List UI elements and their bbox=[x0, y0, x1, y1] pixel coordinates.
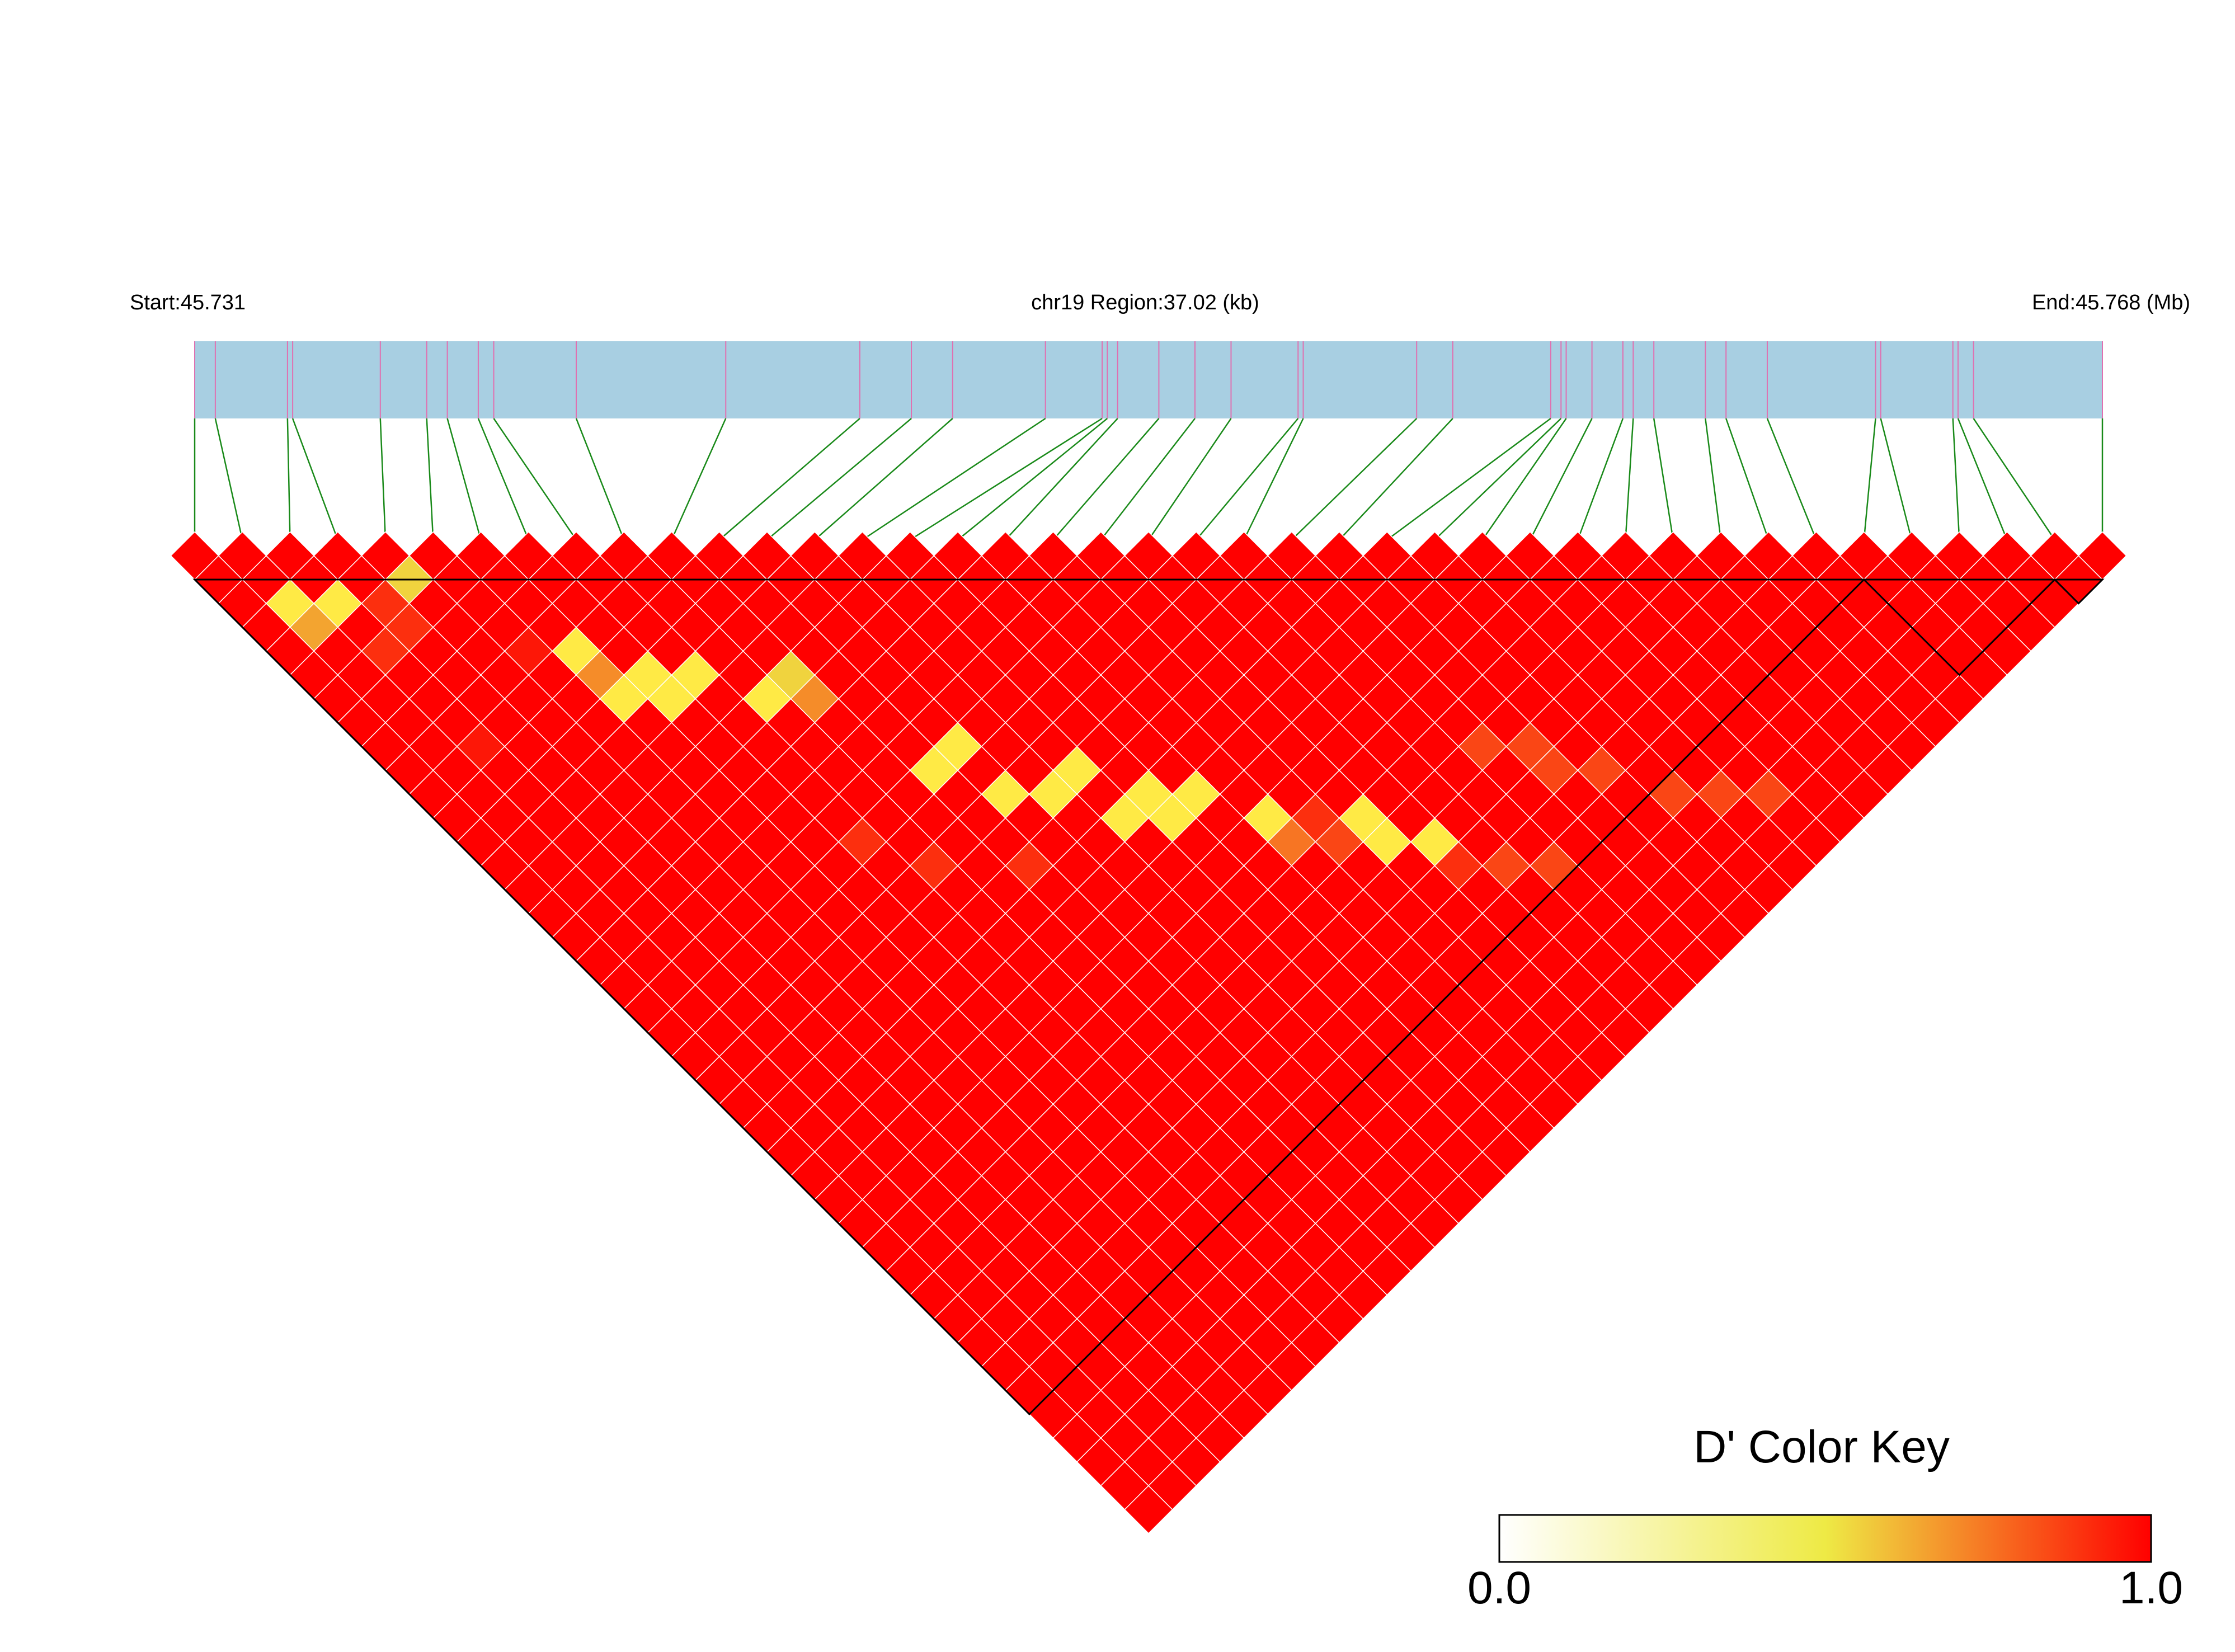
snp-connector bbox=[1100, 418, 1196, 540]
snp-connector bbox=[426, 418, 434, 540]
snp-connector bbox=[766, 418, 912, 540]
region-title-label: chr19 Region:37.02 (kb) bbox=[1031, 291, 1259, 314]
snp-connector bbox=[1386, 417, 1551, 541]
snp-connector bbox=[862, 417, 1046, 541]
snp-connectors bbox=[194, 417, 2104, 541]
snp-connector bbox=[1052, 418, 1160, 540]
snp-connector bbox=[671, 418, 727, 540]
haplotype-block-outline bbox=[1862, 578, 2057, 676]
snp-connector bbox=[910, 417, 1103, 541]
snp-connector bbox=[1196, 418, 1299, 540]
snp-connector bbox=[1952, 418, 1960, 540]
snp-connector bbox=[1725, 418, 1770, 540]
snp-connector bbox=[1625, 418, 1634, 540]
snp-connector bbox=[957, 418, 1108, 540]
color-key-title: D' Color Key bbox=[1693, 1422, 1950, 1472]
snp-connector bbox=[1653, 418, 1674, 540]
snp-connector bbox=[291, 418, 338, 540]
snp-connector bbox=[814, 418, 953, 540]
haplotype-block-outline bbox=[192, 578, 1866, 1415]
snp-connector bbox=[1705, 418, 1722, 540]
snp-connector bbox=[379, 418, 387, 540]
snp-connector bbox=[1577, 418, 1624, 540]
snp-connector bbox=[718, 418, 860, 540]
haplotype-blocks bbox=[192, 578, 2105, 1415]
snp-connector bbox=[1973, 418, 2055, 540]
snp-connector bbox=[477, 418, 529, 540]
color-key-max-label: 1.0 bbox=[2119, 1562, 2183, 1613]
region-start-label: Start:45.731 bbox=[130, 291, 246, 314]
snp-connector bbox=[1880, 418, 1913, 540]
region-track bbox=[195, 341, 2102, 418]
snp-connector bbox=[1957, 418, 2008, 540]
snp-connector bbox=[1243, 418, 1304, 540]
snp-connector bbox=[1291, 418, 1418, 540]
snp-connector bbox=[1339, 418, 1453, 540]
snp-connector bbox=[1005, 418, 1118, 540]
snp-connector bbox=[1766, 418, 1817, 540]
haplotype-block-outline bbox=[2053, 578, 2105, 605]
snp-connector bbox=[575, 418, 625, 540]
snp-connector bbox=[1481, 418, 1567, 540]
snp-ticks bbox=[194, 341, 2103, 418]
snp-connector bbox=[214, 418, 243, 540]
region-end-label: End:45.768 (Mb) bbox=[2031, 291, 2190, 314]
snp-connector bbox=[493, 418, 577, 540]
snp-connector bbox=[1863, 418, 1876, 540]
snp-connector bbox=[1434, 418, 1562, 540]
ld-cells bbox=[170, 531, 2127, 1535]
snp-connector bbox=[446, 418, 482, 540]
snp-connector bbox=[1147, 418, 1232, 540]
snp-connector bbox=[286, 418, 291, 540]
snp-connector bbox=[1529, 418, 1593, 540]
color-key-min-label: 0.0 bbox=[1467, 1562, 1531, 1613]
color-key-bar bbox=[1498, 1514, 2152, 1563]
